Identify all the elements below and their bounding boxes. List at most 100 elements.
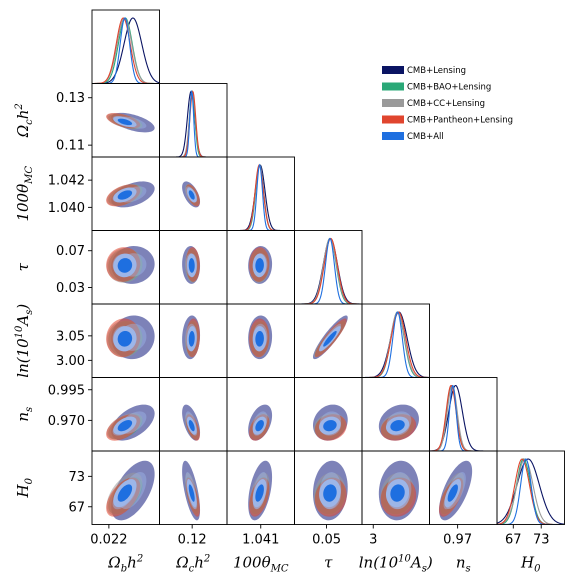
y-tick-label: 1.040 (48, 201, 85, 216)
marginal-line-cmb-all (159, 89, 227, 157)
marginal-line-cmb-pantheon-lensing (497, 458, 565, 525)
contour-panel-3-2 (248, 246, 273, 284)
contour-68-cmb-all (255, 420, 264, 432)
x-tick-label: 0.12 (178, 533, 207, 548)
marginal-line-cmb-lensing (497, 458, 565, 525)
contour-panel-4-3 (313, 315, 348, 360)
axis-label: ln(1010As) (14, 304, 35, 378)
marginal-line-cmb-lensing (92, 17, 160, 84)
contour-panel-6-3 (313, 460, 348, 521)
marginal-line-cmb-pantheon-lensing (159, 90, 227, 157)
marginal-panel-5 (429, 384, 497, 451)
axis-label: ns (456, 554, 471, 575)
contour-panel-6-2 (248, 460, 273, 521)
contour-panel-3-1 (182, 246, 201, 284)
marginal-line-cmb-pantheon-lensing (429, 384, 497, 451)
marginal-panel-2 (227, 163, 295, 231)
x-tick-label: 3 (369, 533, 377, 548)
axis-label: 100θMC (14, 166, 35, 222)
contour-panel-5-3 (313, 404, 348, 441)
axis-label: Ωch2 (175, 554, 210, 575)
contour-68-cmb-all (255, 484, 264, 502)
contour-panel-6-5 (438, 460, 473, 521)
contour-68-cmb-all (117, 258, 133, 273)
y-tick-label: 0.03 (56, 281, 85, 296)
y-tick-label: 3.00 (56, 354, 85, 369)
x-tick-label: 0.022 (90, 533, 127, 548)
contour-68-cmb-all (117, 420, 133, 432)
y-tick-label: 1.042 (48, 174, 85, 189)
contour-68-cmb-all (188, 484, 195, 502)
axis-label: ln(1010As) (359, 554, 433, 575)
panel-frame (496, 450, 565, 525)
x-tick-label: 0.05 (312, 533, 341, 548)
marginal-line-cmb-bao-lensing (92, 17, 160, 84)
marginal-line-cmb-all (92, 17, 160, 84)
marginal-line-cmb-all (362, 311, 430, 378)
legend-swatch (382, 82, 404, 91)
x-tick-label: 0.97 (443, 533, 472, 548)
marginal-line-cmb-pantheon-lensing (362, 311, 430, 378)
marginal-line-cmb-lensing (429, 384, 497, 451)
contour-panel-4-2 (248, 315, 273, 360)
contour-panel-3-0 (106, 246, 155, 284)
marginal-panel-1 (159, 89, 227, 157)
y-tick-label: 0.970 (48, 414, 85, 429)
contour-68-cmb-all (188, 330, 195, 347)
y-tick-label: 67 (68, 500, 85, 515)
legend-swatch (382, 99, 404, 107)
contour-68-cmb-all (255, 330, 264, 347)
contour-panel-6-0 (106, 460, 155, 521)
legend: CMB+Lensing CMB+BAO+Lensing CMB+CC+Lensing… (382, 66, 513, 142)
marginal-line-cmb-all (294, 237, 362, 304)
x-tick-label: 1.041 (242, 533, 279, 548)
axis-label: 100θMC (233, 554, 289, 575)
y-tick-label: 0.07 (56, 244, 85, 259)
axis-label: τ (324, 554, 333, 572)
contour-68-cmb-all (255, 258, 264, 273)
legend-label: CMB+Lensing (407, 66, 466, 76)
y-tick-label: 73 (68, 470, 85, 485)
marginal-line-cmb-lensing (362, 311, 430, 378)
marginal-panel-3 (294, 237, 362, 304)
y-tick-label: 0.13 (56, 91, 85, 106)
contour-68-cmb-all (188, 190, 195, 200)
x-tick-label: 67 (505, 533, 522, 548)
marginal-line-cmb-bao-lensing (362, 311, 430, 378)
contour-panel-2-1 (182, 181, 201, 208)
marginal-line-cmb-pantheon-lensing (294, 238, 362, 304)
contour-panel-6-4 (378, 460, 419, 521)
legend-swatch (382, 66, 404, 74)
marginal-line-cmb-bao-lensing (294, 237, 362, 304)
axis-label: Ωch2 (14, 103, 35, 138)
contour-68-cmb-all (117, 118, 133, 126)
contour-panel-4-1 (182, 315, 201, 360)
axis-label: H0 (14, 477, 35, 498)
axis-label: Ωbh2 (107, 554, 143, 575)
marginal-panel-0 (92, 17, 160, 84)
legend-swatch (382, 132, 404, 140)
legend-label: CMB+BAO+Lensing (407, 83, 491, 93)
marginal-line-cmb-cc-lensing (362, 311, 430, 378)
legend-label: CMB+All (407, 132, 444, 142)
contour-68-cmb-all (447, 484, 458, 502)
contour-panel-1-0 (106, 112, 155, 133)
y-tick-label: 3.05 (56, 329, 85, 344)
axis-label: τ (14, 262, 32, 271)
marginal-line-cmb-all (227, 163, 295, 231)
contour-panel-4-0 (106, 315, 155, 360)
contour-panel-6-1 (182, 460, 201, 521)
marginal-line-cmb-cc-lensing (429, 384, 497, 451)
y-tick-label: 0.995 (48, 383, 85, 398)
legend-label: CMB+CC+Lensing (407, 99, 485, 109)
marginal-line-cmb-pantheon-lensing (92, 17, 160, 84)
marginal-panel-4 (362, 311, 430, 378)
legend-label: CMB+Pantheon+Lensing (407, 116, 513, 126)
contour-68-cmb-all (117, 190, 133, 200)
axis-label: H0 (520, 554, 541, 575)
contour-panel-2-0 (106, 181, 155, 208)
contour-68-cmb-all (323, 330, 337, 347)
contour-68-cmb-all (390, 420, 405, 432)
y-tick-label: 0.11 (56, 139, 85, 154)
